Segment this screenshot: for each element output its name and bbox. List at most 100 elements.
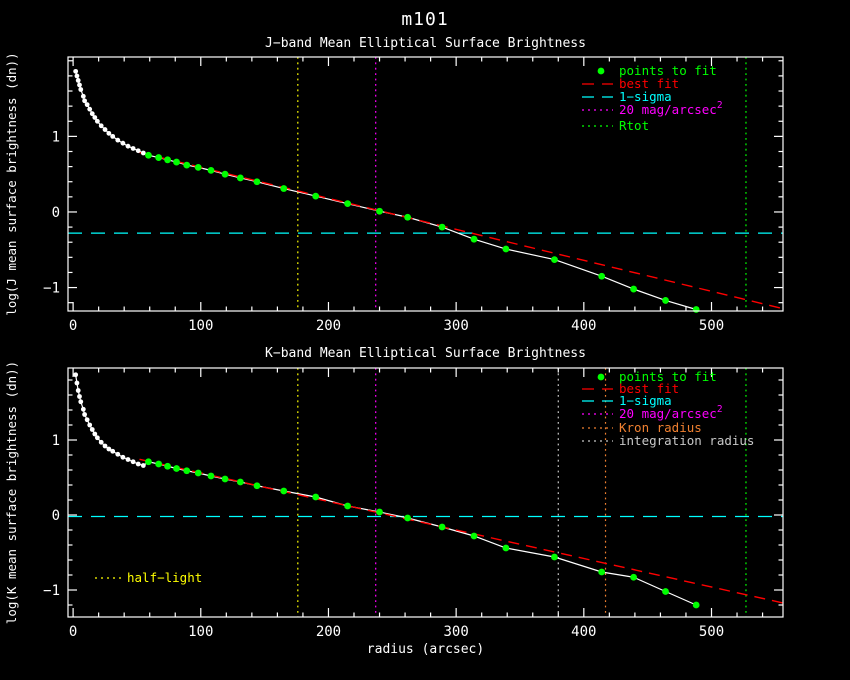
- legend-label: best fit: [619, 381, 679, 396]
- data-point: [78, 87, 84, 92]
- data-point: [120, 140, 126, 146]
- fit-point: [155, 154, 163, 161]
- data-point: [73, 68, 79, 74]
- chart-title: K−band Mean Elliptical Surface Brightnes…: [265, 346, 586, 361]
- data-point: [135, 461, 141, 467]
- fit-point: [280, 185, 288, 192]
- legend-label: Rtot: [619, 118, 649, 133]
- legend-label: integration radius: [619, 433, 754, 448]
- x-tick-label: 500: [699, 318, 724, 334]
- legend-item-20-mag-arcsec: 20 mag/arcsec2: [582, 404, 723, 421]
- fit-point: [145, 458, 152, 466]
- y-axis-label: log(J mean surface brightness (dn)): [4, 52, 19, 315]
- data-point: [73, 372, 79, 378]
- data-point: [84, 102, 90, 108]
- legend-label: Kron radius: [619, 420, 702, 435]
- data-point: [87, 106, 93, 112]
- data-point: [130, 459, 136, 465]
- data-point: [82, 412, 87, 417]
- data-point: [125, 457, 131, 462]
- legend-marker: [597, 373, 605, 381]
- data-point: [82, 98, 87, 104]
- data-point: [80, 406, 86, 412]
- y-tick-label: 0: [52, 205, 60, 221]
- axis-box: [67, 367, 784, 618]
- data-point: [130, 146, 136, 151]
- legend-label: best fit: [619, 76, 679, 91]
- legend-label: 20 mag/arcsec2: [619, 404, 723, 421]
- fit-point: [438, 523, 446, 531]
- annotation-label: half−light: [127, 570, 202, 585]
- fit-point: [404, 213, 412, 221]
- y-tick-label: 0: [52, 508, 60, 524]
- data-point: [89, 111, 95, 117]
- fit-point: [194, 163, 202, 171]
- legend-item-1-sigma: 1−sigma: [582, 393, 672, 408]
- fit-point: [194, 469, 202, 477]
- x-tick-label: 0: [69, 318, 77, 334]
- data-point: [135, 148, 141, 154]
- data-point: [125, 143, 131, 149]
- legend-item-20-mag-arcsec: 20 mag/arcsec2: [582, 100, 723, 117]
- main-title: m101: [401, 9, 449, 30]
- y-axis-label: log(K mean surface brightness (dn)): [4, 361, 19, 624]
- fit-point: [692, 306, 700, 313]
- legend-label: 20 mag/arcsec2: [619, 100, 723, 117]
- fit-point: [183, 161, 191, 169]
- fit-point: [183, 467, 191, 475]
- data-point: [102, 127, 108, 132]
- data-point: [110, 133, 116, 139]
- data-point: [106, 446, 112, 452]
- fit-point: [502, 544, 510, 552]
- data-point: [74, 73, 80, 79]
- fit-point: [207, 166, 215, 174]
- fit-point: [376, 508, 383, 516]
- data-point: [74, 380, 80, 386]
- y-tick-label: −1: [43, 281, 60, 297]
- data-point: [78, 399, 84, 405]
- fit-point: [312, 192, 320, 200]
- x-tick-label: 300: [443, 624, 468, 640]
- legend-item-integration-radius: integration radius: [582, 433, 754, 448]
- y-tick-label: −1: [43, 583, 60, 599]
- data-point: [75, 388, 81, 393]
- data-point: [94, 435, 100, 441]
- data-point: [140, 150, 146, 156]
- chart-title: J−band Mean Elliptical Surface Brightnes…: [265, 36, 586, 51]
- x-tick-label: 100: [188, 624, 213, 640]
- fit-point: [598, 568, 606, 576]
- data-point: [77, 394, 82, 399]
- legend-item-kron-radius: Kron radius: [582, 420, 702, 435]
- y-tick-label: 1: [52, 129, 60, 145]
- legend-item-points-to-fit: points to fit: [597, 369, 717, 384]
- fit-point: [221, 170, 229, 178]
- fit-point: [145, 151, 152, 159]
- legend-label: 1−sigma: [619, 393, 672, 408]
- data-point: [92, 115, 98, 120]
- x-tick-label: 400: [571, 624, 596, 640]
- fit-point: [236, 174, 244, 182]
- fit-point: [173, 158, 180, 166]
- fit-point: [164, 156, 171, 164]
- best-fit-line: [139, 151, 784, 310]
- fit-point: [630, 573, 638, 581]
- fit-point: [376, 207, 383, 215]
- legend-item-best-fit: best fit: [582, 76, 679, 91]
- fit-point: [630, 285, 638, 293]
- x-tick-label: 400: [571, 318, 596, 334]
- data-point: [98, 123, 104, 129]
- x-tick-label: 200: [316, 318, 341, 334]
- fit-point: [438, 223, 446, 231]
- data-point: [75, 78, 81, 83]
- legend-item-best-fit: best fit: [582, 381, 679, 396]
- legend-label: points to fit: [619, 369, 717, 384]
- data-point: [89, 427, 95, 432]
- fit-point: [280, 487, 288, 495]
- fit-point: [344, 200, 352, 208]
- chart-k-band: 0 100 200 300 400 500 −1 0 1 K−band Mean Elliptic…: [4, 346, 784, 657]
- fit-point: [551, 256, 558, 263]
- fit-point: [551, 553, 558, 561]
- x-tick-label: 100: [188, 318, 213, 334]
- data-point: [120, 454, 126, 460]
